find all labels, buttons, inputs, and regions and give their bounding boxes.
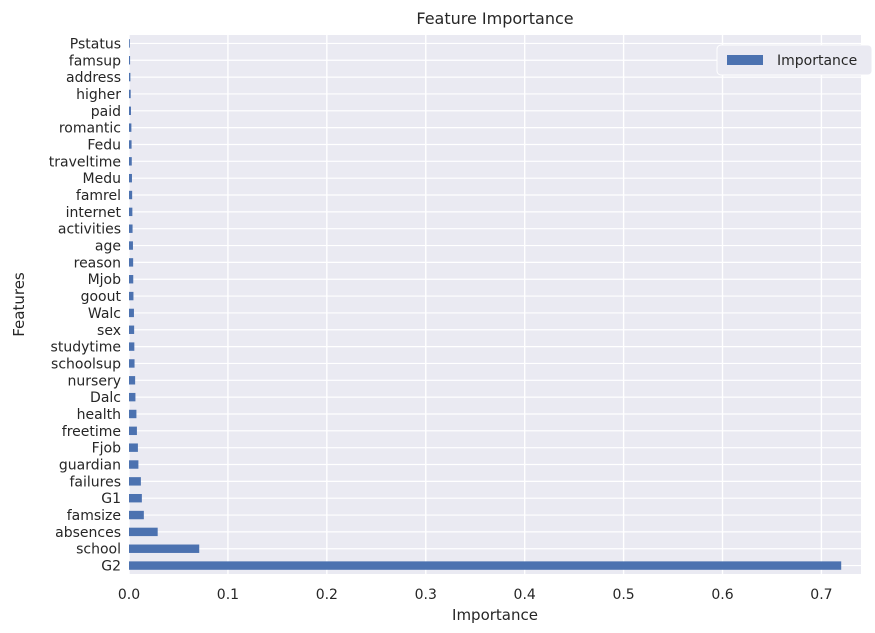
y-tick-label: Fjob bbox=[92, 441, 122, 457]
bar-freetime bbox=[129, 426, 137, 436]
legend-label: Importance bbox=[777, 53, 857, 69]
bar-sex bbox=[129, 325, 135, 334]
bar-studytime bbox=[129, 342, 135, 351]
bar-g1 bbox=[129, 493, 142, 503]
bar-walc bbox=[129, 308, 134, 318]
bar-school bbox=[129, 544, 200, 553]
bar-g2 bbox=[129, 561, 842, 570]
y-tick-label: health bbox=[77, 407, 121, 423]
y-tick-label: sex bbox=[97, 323, 121, 339]
y-tick-label: goout bbox=[81, 289, 122, 305]
x-tick-label: 0.1 bbox=[217, 587, 239, 603]
y-tick-label: activities bbox=[58, 222, 121, 238]
bar-higher bbox=[129, 89, 131, 99]
y-tick-label: reason bbox=[74, 255, 121, 271]
x-tick-label: 0.0 bbox=[118, 587, 140, 603]
bars bbox=[129, 39, 842, 570]
y-tick-label: paid bbox=[91, 104, 121, 120]
y-tick-label: romantic bbox=[59, 121, 121, 137]
bar-reason bbox=[129, 258, 134, 267]
bar-failures bbox=[129, 477, 141, 486]
legend: Importance bbox=[716, 44, 873, 76]
bar-internet bbox=[129, 207, 133, 217]
bar-famsup bbox=[129, 56, 131, 65]
y-tick-labels: G2schoolabsencesfamsizeG1failuresguardia… bbox=[49, 36, 122, 574]
legend-swatch bbox=[727, 55, 763, 65]
bar-traveltime bbox=[129, 157, 132, 166]
bar-address bbox=[129, 72, 131, 82]
bar-activities bbox=[129, 224, 133, 233]
bar-absences bbox=[129, 527, 158, 537]
bar-schoolsup bbox=[129, 359, 135, 368]
x-tick-label: 0.2 bbox=[316, 587, 338, 603]
y-tick-label: Mjob bbox=[88, 272, 122, 288]
y-tick-label: Pstatus bbox=[70, 36, 121, 52]
y-tick-label: school bbox=[76, 542, 121, 558]
bar-pstatus bbox=[129, 39, 130, 48]
y-tick-label: G2 bbox=[101, 559, 121, 575]
y-tick-label: Fedu bbox=[87, 137, 121, 153]
bar-fedu bbox=[129, 140, 132, 149]
x-tick-label: 0.6 bbox=[711, 587, 733, 603]
y-tick-label: higher bbox=[76, 87, 121, 103]
bar-goout bbox=[129, 291, 134, 301]
y-tick-label: schoolsup bbox=[51, 356, 121, 372]
x-tick-label: 0.7 bbox=[810, 587, 832, 603]
y-tick-label: studytime bbox=[51, 340, 121, 356]
bar-romantic bbox=[129, 123, 132, 132]
y-tick-label: Medu bbox=[83, 171, 121, 187]
bar-fjob bbox=[129, 443, 138, 452]
bar-age bbox=[129, 241, 133, 250]
x-axis-title: Importance bbox=[452, 606, 538, 624]
x-tick-labels: 0.0 0.1 0.2 0.3 0.4 0.5 0.6 0.7 bbox=[118, 587, 833, 603]
y-tick-label: age bbox=[95, 239, 121, 255]
bar-medu bbox=[129, 173, 132, 183]
y-tick-label: failures bbox=[69, 474, 121, 490]
y-axis-title: Features bbox=[10, 272, 28, 337]
x-tick-label: 0.5 bbox=[612, 587, 634, 603]
y-tick-label: absences bbox=[55, 525, 121, 541]
y-tick-label: traveltime bbox=[49, 154, 121, 170]
bar-guardian bbox=[129, 460, 139, 469]
y-tick-label: freetime bbox=[62, 424, 121, 440]
y-tick-label: G1 bbox=[101, 491, 121, 507]
y-tick-label: Dalc bbox=[90, 390, 121, 406]
x-tick-label: 0.3 bbox=[415, 587, 437, 603]
y-tick-label: famrel bbox=[76, 188, 121, 204]
bar-dalc bbox=[129, 392, 136, 402]
legend-box bbox=[716, 44, 873, 76]
plot-background bbox=[129, 35, 861, 574]
chart-title: Feature Importance bbox=[416, 9, 573, 28]
bar-mjob bbox=[129, 275, 134, 284]
bar-nursery bbox=[129, 376, 136, 385]
x-tick-label: 0.4 bbox=[514, 587, 536, 603]
y-tick-label: nursery bbox=[68, 373, 121, 389]
y-tick-label: address bbox=[66, 70, 121, 86]
y-tick-label: internet bbox=[66, 205, 122, 221]
y-tick-label: Walc bbox=[88, 306, 121, 322]
bar-famrel bbox=[129, 190, 133, 200]
y-tick-label: famsup bbox=[69, 53, 121, 69]
y-tick-label: guardian bbox=[59, 458, 121, 474]
y-tick-label: famsize bbox=[67, 508, 121, 524]
bar-famsize bbox=[129, 510, 144, 520]
bar-paid bbox=[129, 106, 131, 116]
bar-health bbox=[129, 409, 137, 419]
